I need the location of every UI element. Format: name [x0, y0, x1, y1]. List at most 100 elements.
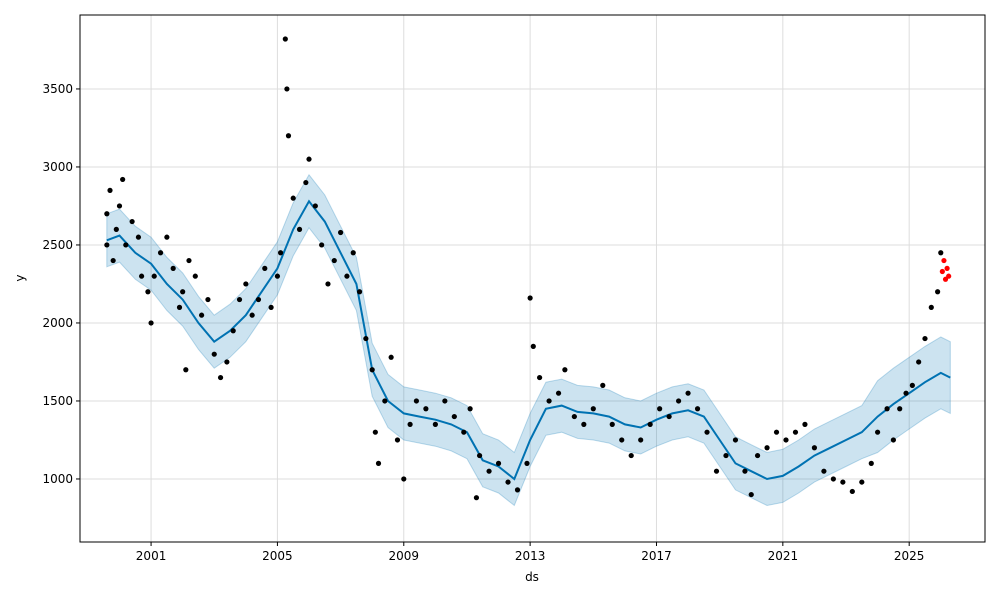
marks	[104, 36, 952, 507]
y-tick-label: 1500	[42, 394, 73, 408]
data-point	[555, 390, 562, 396]
data-point	[916, 359, 922, 365]
x-tick-label: 2025	[894, 549, 925, 563]
data-point	[180, 289, 186, 295]
y-tick-label: 2500	[42, 238, 73, 252]
data-point	[666, 413, 672, 420]
data-point	[723, 452, 729, 459]
data-point	[922, 335, 928, 342]
data-point	[486, 468, 492, 474]
data-point	[938, 250, 944, 256]
x-tick-label: 2001	[136, 549, 167, 563]
data-point	[331, 257, 337, 264]
data-point	[581, 421, 587, 427]
data-point	[138, 273, 145, 279]
data-point	[571, 413, 577, 420]
data-point	[338, 229, 344, 236]
data-point	[773, 429, 780, 435]
data-point	[375, 460, 382, 466]
data-point	[423, 406, 429, 412]
data-point	[514, 487, 521, 493]
data-point	[363, 335, 369, 342]
data-point	[939, 268, 945, 275]
data-point	[476, 452, 483, 459]
data-point	[350, 250, 356, 256]
data-point	[495, 460, 502, 466]
data-point	[372, 429, 378, 435]
data-point	[176, 304, 183, 310]
data-point	[282, 36, 288, 42]
x-tick-label: 2021	[768, 549, 799, 563]
data-point	[312, 203, 318, 209]
data-point	[236, 296, 243, 303]
data-point	[120, 176, 126, 183]
axes: 2001 2005 2009 2013 2017 2021 2025 1000 1500 2000…	[42, 82, 924, 563]
data-point	[284, 86, 290, 92]
data-point	[467, 406, 473, 412]
y-axis-label: y	[13, 274, 27, 281]
data-point	[590, 406, 596, 412]
data-point	[657, 406, 663, 412]
data-point	[249, 312, 255, 318]
data-point	[783, 437, 789, 443]
data-point	[107, 187, 113, 193]
data-point	[628, 452, 634, 459]
data-point	[230, 328, 236, 334]
data-point	[432, 421, 438, 427]
data-point	[694, 406, 701, 412]
data-point	[306, 156, 312, 162]
data-point	[104, 211, 110, 217]
data-point	[325, 281, 331, 287]
data-point	[344, 273, 350, 279]
data-point	[211, 351, 217, 357]
data-point	[285, 133, 292, 139]
data-point	[619, 437, 625, 443]
data-point	[145, 289, 151, 295]
data-point	[928, 304, 934, 310]
data-point	[875, 429, 881, 435]
x-tick-label: 2013	[515, 549, 546, 563]
data-point	[704, 429, 710, 435]
data-point	[192, 273, 198, 279]
data-point	[442, 398, 448, 404]
data-point	[243, 281, 249, 287]
x-axis-label: ds	[525, 570, 539, 584]
data-point	[944, 265, 950, 271]
data-point	[199, 312, 205, 318]
data-point	[113, 226, 119, 232]
data-point	[319, 242, 325, 248]
data-point	[638, 437, 644, 443]
data-point	[942, 276, 949, 282]
data-point	[473, 495, 480, 501]
data-point	[742, 468, 748, 474]
data-point	[129, 218, 135, 225]
data-point	[897, 406, 903, 412]
data-point	[830, 476, 836, 482]
data-point	[685, 390, 691, 396]
data-point	[884, 406, 890, 412]
x-tick-label: 2005	[262, 549, 293, 563]
data-point	[123, 242, 129, 248]
x-tick-label: 2017	[641, 549, 672, 563]
data-point	[524, 460, 530, 466]
data-point	[868, 460, 874, 466]
forecast-line	[106, 199, 951, 481]
data-point	[527, 295, 533, 301]
data-point	[849, 488, 855, 495]
data-point	[859, 479, 865, 485]
data-point	[135, 234, 142, 240]
data-point	[909, 382, 915, 388]
data-point	[296, 226, 303, 232]
plot-frame	[79, 14, 986, 543]
data-point	[382, 398, 388, 404]
data-point	[935, 289, 941, 295]
data-point	[148, 320, 154, 326]
data-point	[732, 437, 739, 443]
data-point	[116, 203, 123, 209]
data-point	[546, 398, 552, 404]
y-tick-label: 1000	[42, 472, 73, 486]
y-tick-label: 3500	[42, 82, 73, 96]
data-point	[505, 479, 511, 485]
data-point	[262, 265, 268, 271]
